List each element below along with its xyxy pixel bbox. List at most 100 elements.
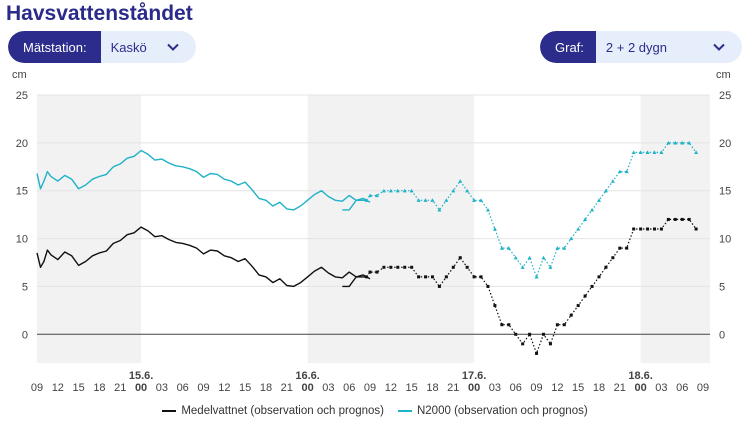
n2000-forecast-point	[479, 198, 484, 202]
x-tick-label: 00	[468, 382, 480, 394]
legend-label: Medelvattnet (observation och prognos)	[181, 405, 384, 417]
medelvattnet-forecast-point	[368, 270, 372, 274]
medelvattnet-forecast-point	[555, 323, 559, 327]
n2000-forecast-point	[513, 255, 518, 260]
y-tick-label-right: 10	[719, 234, 731, 246]
n2000-forecast-point	[666, 140, 671, 145]
n2000-forecast-point	[610, 179, 615, 183]
x-tick-label: 03	[322, 382, 334, 394]
chevron-down-icon[interactable]	[166, 40, 180, 54]
legend-item-medelvattnet[interactable]: Medelvattnet (observation och prognos)	[162, 405, 384, 417]
shaded-bands	[37, 95, 710, 363]
x-tick-label: 21	[614, 382, 626, 394]
chevron-down-icon[interactable]	[712, 40, 726, 54]
medelvattnet-forecast-point	[424, 275, 428, 279]
day-band	[640, 95, 710, 363]
y-tick-label-left: 5	[22, 281, 28, 293]
station-selector-value[interactable]: Kaskö	[110, 39, 147, 55]
n2000-forecast-point	[416, 198, 421, 202]
medelvattnet-forecast-point	[500, 323, 504, 327]
n2000-forecast-point	[534, 274, 539, 279]
n2000-forecast-point	[374, 193, 379, 198]
medelvattnet-forecast-point	[625, 246, 629, 250]
x-tick-label: 09	[364, 382, 376, 394]
y-tick-label-right: 5	[719, 281, 725, 293]
n2000-forecast-point	[645, 150, 650, 155]
legend-swatch	[162, 410, 177, 412]
medelvattnet-forecast-point	[562, 323, 566, 327]
medelvattnet-forecast-point	[528, 332, 532, 336]
y-tick-label-right: 20	[719, 138, 731, 150]
n2000-forecast-point	[617, 169, 622, 174]
medelvattnet-forecast-point	[569, 313, 573, 317]
x-tick-label: 18	[260, 382, 272, 394]
medelvattnet-forecast-point	[541, 332, 545, 336]
y-unit-label-left: cm	[12, 69, 27, 81]
n2000-forecast-point	[402, 188, 407, 193]
n2000-forecast-point	[541, 255, 546, 260]
n2000-observation-line	[36, 149, 371, 211]
x-tick-label: 09	[31, 382, 43, 394]
medelvattnet-forecast-point	[618, 246, 622, 250]
graph-selector-value[interactable]: 2 + 2 dygn	[605, 39, 667, 55]
n2000-forecast-point	[409, 188, 414, 193]
medelvattnet-forecast-point	[403, 265, 407, 269]
medelvattnet-forecast-point	[507, 323, 511, 327]
x-tick-label: 03	[156, 382, 168, 394]
x-tick-label: 09	[197, 382, 209, 394]
x-tick-label: 00	[634, 382, 646, 394]
legend-label: N2000 (observation och prognos)	[416, 405, 588, 417]
medelvattnet-observation-tail	[342, 276, 367, 288]
n2000-forecast-point	[659, 150, 664, 155]
medelvattnet-forecast-point	[396, 265, 400, 269]
x-tick-label: 18	[593, 382, 605, 394]
x-tick-label: 21	[447, 382, 459, 394]
medelvattnet-forecast-point	[548, 342, 552, 346]
medelvattnet-forecast-point	[535, 351, 539, 355]
n2000-forecast-point	[381, 188, 386, 193]
n2000-forecast-point	[680, 140, 685, 145]
y-unit-label-right: cm	[716, 69, 731, 81]
medelvattnet-forecast-point	[444, 275, 448, 279]
x-tick-label: 06	[343, 382, 355, 394]
n2000-forecast-point	[555, 246, 560, 250]
medelvattnet-forecast-point	[521, 342, 525, 346]
n2000-forecast-point	[596, 198, 601, 202]
legend-swatch	[397, 410, 412, 412]
x-tick-label: 03	[655, 382, 667, 394]
n2000-forecast-point	[492, 227, 497, 231]
y-tick-label-left: 20	[16, 138, 28, 150]
x-tick-label: 09	[697, 382, 709, 394]
x-date-label: 15.6.	[129, 370, 153, 382]
n2000-forecast-point	[694, 150, 699, 155]
x-tick-label: 12	[385, 382, 397, 394]
n2000-forecast-point	[472, 198, 477, 202]
n2000-forecast-point	[638, 150, 643, 155]
medelvattnet-forecast-point	[632, 227, 636, 231]
n2000-forecast-point	[569, 236, 574, 241]
medelvattnet-forecast-point	[673, 217, 677, 221]
x-tick-label: 15	[572, 382, 584, 394]
graph-selector[interactable]: Graf: 2 + 2 dygn	[540, 31, 742, 63]
x-tick-label: 06	[510, 382, 522, 394]
station-selector[interactable]: Mätstation: Kaskö	[8, 31, 196, 63]
medelvattnet-forecast-point	[680, 217, 684, 221]
medelvattnet-forecast-point	[479, 275, 483, 279]
medelvattnet-forecast-point	[389, 265, 393, 269]
x-date-label: 18.6.	[628, 370, 652, 382]
n2000-forecast-point	[687, 140, 692, 145]
medelvattnet-forecast-point	[659, 227, 663, 231]
medelvattnet-forecast-point	[652, 227, 656, 231]
medelvattnet-forecast-point	[465, 265, 469, 269]
n2000-forecast-point	[583, 217, 588, 222]
n2000-forecast-point	[576, 227, 581, 231]
series-lines	[36, 140, 699, 356]
x-tick-label: 15	[406, 382, 418, 394]
y-tick-label-right: 0	[719, 329, 725, 341]
x-tick-label: 18	[426, 382, 438, 394]
x-tick-label: 12	[218, 382, 230, 394]
medelvattnet-forecast-point	[375, 270, 379, 274]
x-tick-label: 12	[551, 382, 563, 394]
legend-item-n2000[interactable]: N2000 (observation och prognos)	[397, 405, 588, 417]
